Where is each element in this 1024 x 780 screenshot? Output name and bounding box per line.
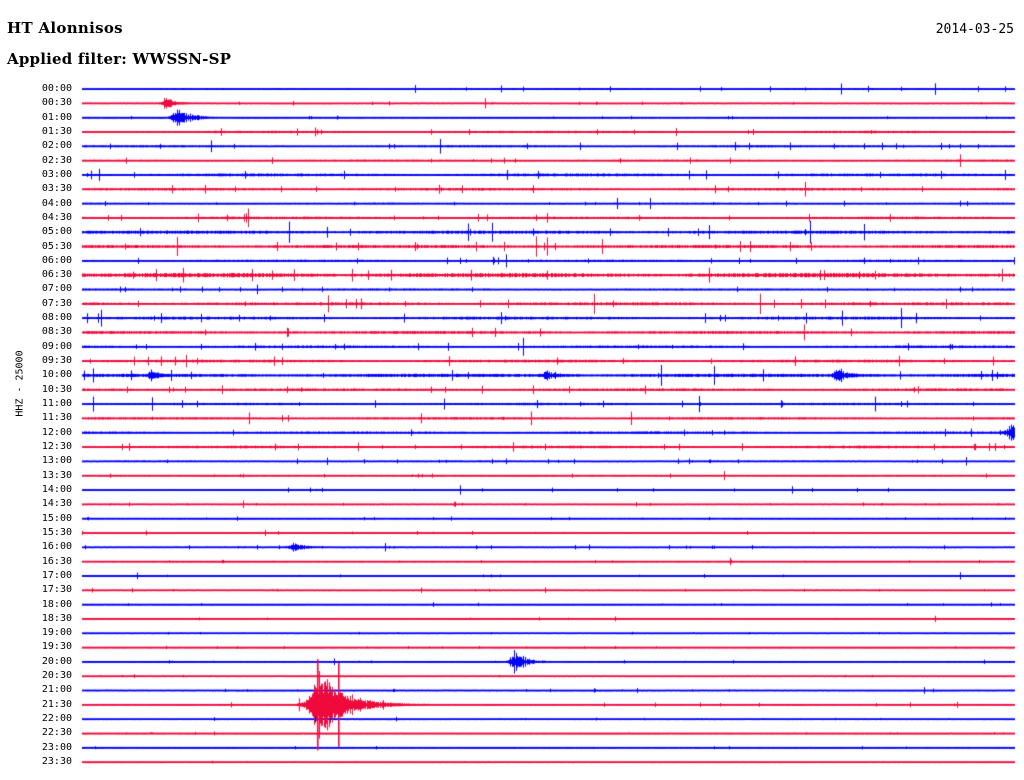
time-axis-label: 23:00 [41,741,72,753]
time-axis-label: 00:00 [41,83,72,94]
page-title: HT Alonnisos [7,19,123,37]
time-axis-label: 19:00 [41,627,72,639]
time-axis-label: 04:30 [41,211,72,223]
time-axis-label: 22:30 [41,727,72,739]
time-axis-label: 04:00 [41,197,72,209]
time-axis: 00:00 00:30 01:00 01:30 02:00 02:30 03:00 03:30… [0,78,78,780]
time-axis-label: 06:00 [41,254,72,266]
time-axis-label: 06:30 [41,269,72,281]
time-axis-label: 12:30 [41,441,72,452]
time-axis-label: 17:00 [41,569,72,581]
time-axis-label: 15:30 [41,526,72,538]
time-axis-label: 20:00 [41,655,72,667]
seismogram-plot: 00:00 00:30 01:00 01:30 02:00 02:30 03:00 03:30… [0,78,1024,780]
time-axis-label: 03:30 [41,183,72,195]
record-date: 2014-03-25 [935,22,1014,37]
time-axis-label: 07:30 [41,297,72,309]
time-axis-label: 13:30 [41,469,72,481]
time-axis-label: 02:00 [41,140,72,152]
time-axis-label: 14:00 [41,483,72,495]
seismogram-canvas [0,78,1024,780]
time-axis-label: 00:30 [41,97,72,109]
time-axis-label: 08:30 [41,326,72,338]
time-axis-label: 02:30 [41,154,72,166]
time-axis-label: 09:00 [41,340,72,352]
time-axis-label: 18:00 [41,598,72,610]
time-axis-label: 14:30 [41,498,72,510]
time-axis-label: 01:00 [41,111,72,123]
time-axis-label: 20:30 [41,670,72,682]
time-axis-label: 10:00 [41,369,72,381]
time-axis-label: 08:00 [41,312,72,324]
time-axis-label: 21:00 [41,684,72,696]
time-axis-label: 21:30 [41,698,72,710]
time-axis-label: 19:30 [41,641,72,653]
time-axis-label: 05:00 [41,226,72,238]
time-axis-label: 16:00 [41,541,72,553]
time-axis-label: 05:30 [41,240,72,252]
applied-filter-label: Applied filter: WWSSN-SP [7,50,232,68]
time-axis-label: 18:30 [41,612,72,624]
time-axis-label: 01:30 [41,125,72,137]
time-axis-label: 09:30 [41,355,72,367]
time-axis-label: 23:30 [41,756,72,768]
time-axis-label: 10:30 [41,383,72,395]
time-axis-label: 16:30 [41,555,72,567]
time-axis-label: 11:00 [41,398,72,410]
time-axis-label: 13:00 [41,455,72,467]
time-axis-label: 12:00 [41,426,72,438]
time-axis-label: 17:30 [41,584,72,596]
time-axis-label: 22:00 [41,713,72,725]
header-bar: HT Alonnisos 2014-03-25 Applied filter: … [0,0,1024,78]
time-axis-label: 03:00 [41,168,72,180]
time-axis-label: 11:30 [41,412,72,424]
channel-axis-label: HHZ - 25000 [14,350,26,417]
time-axis-label: 15:00 [41,512,72,524]
time-axis-label: 07:00 [41,283,72,295]
